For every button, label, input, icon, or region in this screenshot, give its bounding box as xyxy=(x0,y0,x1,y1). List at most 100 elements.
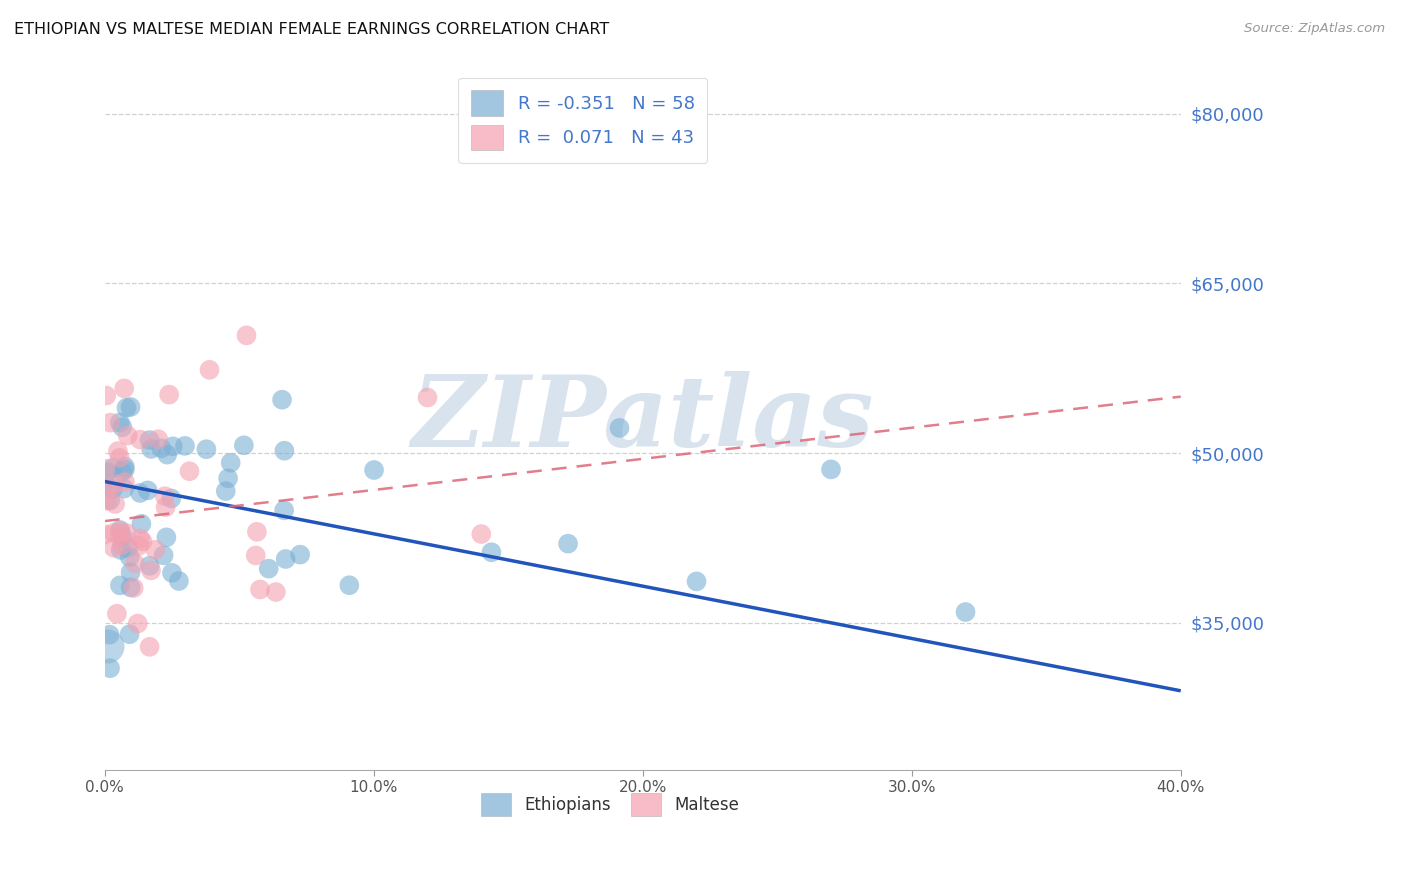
Point xyxy=(111,420,134,434)
Point xyxy=(120,580,142,594)
Point xyxy=(120,566,142,580)
Point xyxy=(139,563,162,577)
Point xyxy=(96,639,118,653)
Point xyxy=(103,525,125,540)
Point xyxy=(111,465,134,479)
Point xyxy=(129,433,152,447)
Point xyxy=(115,401,138,415)
Point xyxy=(195,442,218,457)
Point xyxy=(111,538,134,552)
Point xyxy=(97,482,120,496)
Point xyxy=(337,578,360,592)
Point xyxy=(156,448,179,462)
Point xyxy=(167,574,190,588)
Point xyxy=(105,607,128,621)
Point xyxy=(685,574,707,589)
Point xyxy=(273,503,295,517)
Point xyxy=(179,464,201,478)
Text: ZIPatlas: ZIPatlas xyxy=(412,371,875,467)
Point xyxy=(124,556,146,570)
Point xyxy=(416,391,439,405)
Point xyxy=(138,558,160,573)
Point xyxy=(160,566,183,580)
Point xyxy=(104,497,127,511)
Point xyxy=(98,661,121,675)
Point xyxy=(162,439,184,453)
Point xyxy=(94,461,117,475)
Point xyxy=(128,539,150,553)
Point xyxy=(118,627,141,641)
Point xyxy=(141,442,163,456)
Point xyxy=(274,552,297,566)
Point xyxy=(114,462,136,476)
Point xyxy=(107,444,129,458)
Point xyxy=(820,462,842,476)
Point xyxy=(245,549,267,563)
Point xyxy=(114,475,136,489)
Text: Source: ZipAtlas.com: Source: ZipAtlas.com xyxy=(1244,22,1385,36)
Point xyxy=(112,482,135,496)
Point xyxy=(94,475,117,490)
Point xyxy=(152,549,174,563)
Point xyxy=(174,439,197,453)
Point xyxy=(101,482,124,496)
Point xyxy=(257,561,280,575)
Point xyxy=(118,549,141,564)
Point xyxy=(232,438,254,452)
Point xyxy=(110,542,132,557)
Point xyxy=(98,493,121,508)
Point xyxy=(98,416,121,430)
Point xyxy=(155,530,177,544)
Point xyxy=(120,400,142,414)
Point xyxy=(955,605,977,619)
Point xyxy=(96,388,118,402)
Point xyxy=(155,500,177,515)
Point xyxy=(108,523,131,537)
Point xyxy=(115,526,138,541)
Point xyxy=(112,381,135,395)
Point xyxy=(219,456,242,470)
Point xyxy=(198,363,221,377)
Point xyxy=(96,493,118,508)
Point xyxy=(145,542,167,557)
Point xyxy=(288,548,311,562)
Point xyxy=(215,484,238,499)
Point xyxy=(108,450,131,465)
Point xyxy=(96,465,118,479)
Point xyxy=(138,640,160,654)
Point xyxy=(104,477,127,491)
Point xyxy=(557,536,579,550)
Point xyxy=(103,541,125,555)
Point xyxy=(108,529,131,543)
Point xyxy=(138,433,160,447)
Point xyxy=(110,524,132,539)
Point xyxy=(131,534,153,549)
Point xyxy=(117,541,139,555)
Point xyxy=(131,516,153,531)
Point xyxy=(217,471,239,485)
Point xyxy=(153,489,176,503)
Point xyxy=(264,585,287,599)
Point xyxy=(609,421,631,435)
Point xyxy=(94,527,117,541)
Point xyxy=(129,532,152,546)
Point xyxy=(122,581,145,595)
Point xyxy=(148,432,170,446)
Point xyxy=(117,428,139,442)
Legend: Ethiopians, Maltese: Ethiopians, Maltese xyxy=(472,785,748,825)
Point xyxy=(246,524,269,539)
Point xyxy=(108,578,131,592)
Point xyxy=(273,443,295,458)
Point xyxy=(160,491,183,506)
Point xyxy=(157,387,180,401)
Point xyxy=(271,392,294,407)
Point xyxy=(150,442,173,456)
Point xyxy=(363,463,385,477)
Point xyxy=(235,328,257,343)
Point xyxy=(111,530,134,544)
Point xyxy=(103,460,125,475)
Point xyxy=(98,628,121,642)
Point xyxy=(470,527,492,541)
Point xyxy=(249,582,271,597)
Point xyxy=(129,486,152,500)
